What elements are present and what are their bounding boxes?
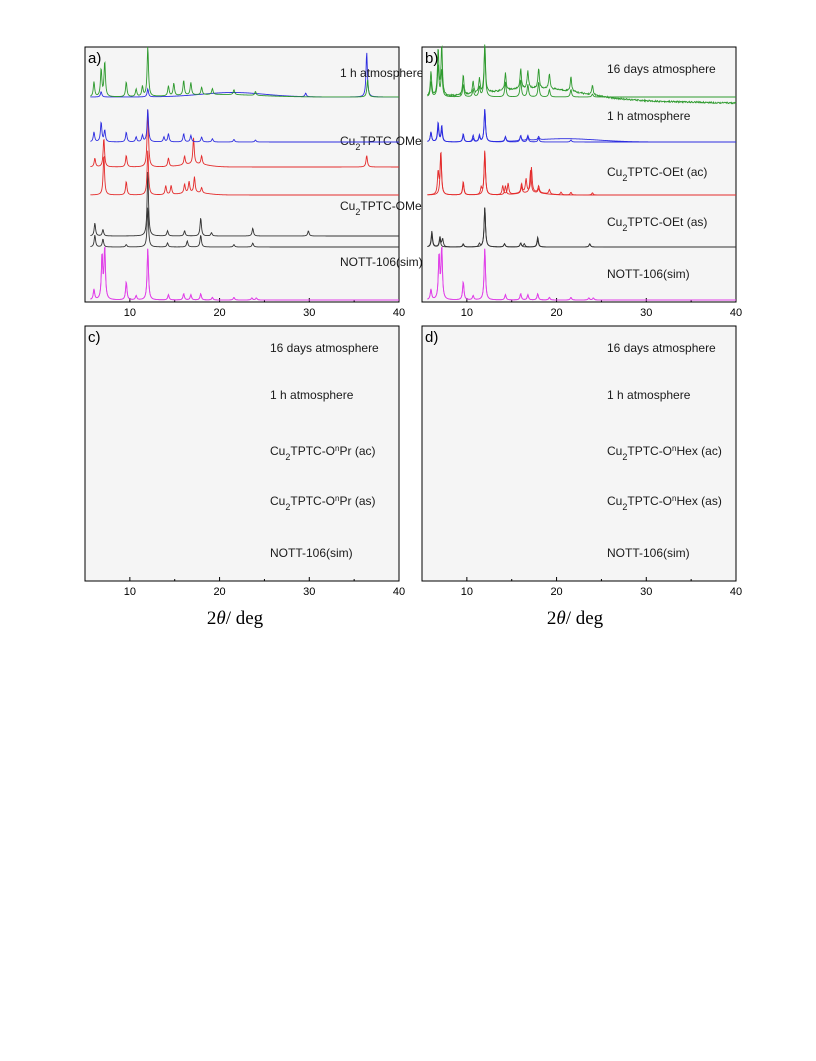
trace-label: Cu2TPTC-OnHex (as) (607, 494, 722, 513)
trace-label: 1 h atmosphere (607, 109, 691, 123)
x-tick-label: 10 (461, 586, 473, 598)
trace-label: 1 h atmosphere (607, 388, 691, 402)
panel-b: 10 20 30 40 16 days atmosphere 1 h atmosphere… (421, 44, 742, 319)
trace-16-days-atmosphere (426, 44, 737, 105)
plot-frame (84, 325, 400, 582)
trace-16-days-atmosphere (427, 47, 736, 98)
x-tick-label: 20 (550, 586, 562, 598)
x-tick-label: 10 (124, 307, 136, 319)
panel-letter: a) (88, 50, 101, 67)
x-tick-label: 40 (730, 586, 742, 598)
panel-letter: d) (425, 329, 438, 346)
x-tick-label: 40 (393, 307, 405, 319)
plot-frame (421, 325, 737, 582)
trace-label: NOTT-106(sim) (340, 255, 423, 269)
x-tick-label: 20 (213, 307, 225, 319)
panel-letter: c) (88, 329, 101, 346)
trace-1-h-atmosphere (427, 109, 736, 143)
trace-label: 16 days atmosphere (607, 62, 716, 76)
trace-cu2tptc-onpr-as (90, 207, 399, 248)
x-axis-title: 2θ/ deg (547, 608, 604, 629)
trace-label: 16 days atmosphere (607, 341, 716, 355)
trace-cu2tptc-onhex-as (427, 207, 736, 248)
panel-d: 10 20 30 40 16 days atmosphere 1 h atmosphere… (421, 47, 742, 598)
trace-label: NOTT-106(sim) (607, 546, 690, 560)
trace-cu2tptc-ome-ac (90, 109, 399, 168)
x-tick-label: 10 (461, 307, 473, 319)
trace-16-days-atmosphere (90, 46, 399, 98)
x-tick-label: 20 (550, 307, 562, 319)
trace-cu2tptc-onpr-ac (90, 150, 399, 196)
trace-label: Cu2TPTC-OnPr (as) (270, 494, 375, 513)
trace-label: Cu2TPTC-OEt (as) (607, 215, 707, 233)
trace-label: Cu2TPTC-OEt (ac) (607, 165, 707, 183)
trace-nott-106-sim (90, 246, 399, 301)
x-tick-label: 40 (393, 586, 405, 598)
trace-label: Cu2TPTC-OnHex (ac) (607, 444, 722, 463)
x-tick-label: 10 (124, 586, 136, 598)
x-tick-label: 30 (303, 586, 315, 598)
plot-frame (84, 46, 400, 303)
trace-label: Cu2TPTC-OnPr (ac) (270, 444, 375, 463)
x-tick-label: 30 (303, 307, 315, 319)
x-tick-label: 20 (213, 586, 225, 598)
trace-cu2tptc-ome-as (90, 171, 399, 237)
x-tick-label: 30 (640, 307, 652, 319)
trace-label: NOTT-106(sim) (270, 546, 353, 560)
trace-label: 1 h atmosphere (270, 388, 354, 402)
trace-nott-106-sim (427, 246, 736, 301)
trace-label: NOTT-106(sim) (607, 267, 690, 281)
trace-cu2tptc-onhex-ac (427, 151, 736, 196)
panel-c: 10 20 30 40 16 days atmosphere 1 h atmosphere… (84, 46, 405, 598)
panel-letter: b) (425, 50, 438, 67)
x-axis-title: 2θ/ deg (207, 608, 264, 629)
trace-label: 16 days atmosphere (270, 341, 379, 355)
trace-label: 1 h atmosphere (340, 66, 424, 80)
x-tick-label: 30 (640, 586, 652, 598)
x-tick-label: 40 (730, 307, 742, 319)
trace-1-h-atmosphere (90, 109, 399, 143)
